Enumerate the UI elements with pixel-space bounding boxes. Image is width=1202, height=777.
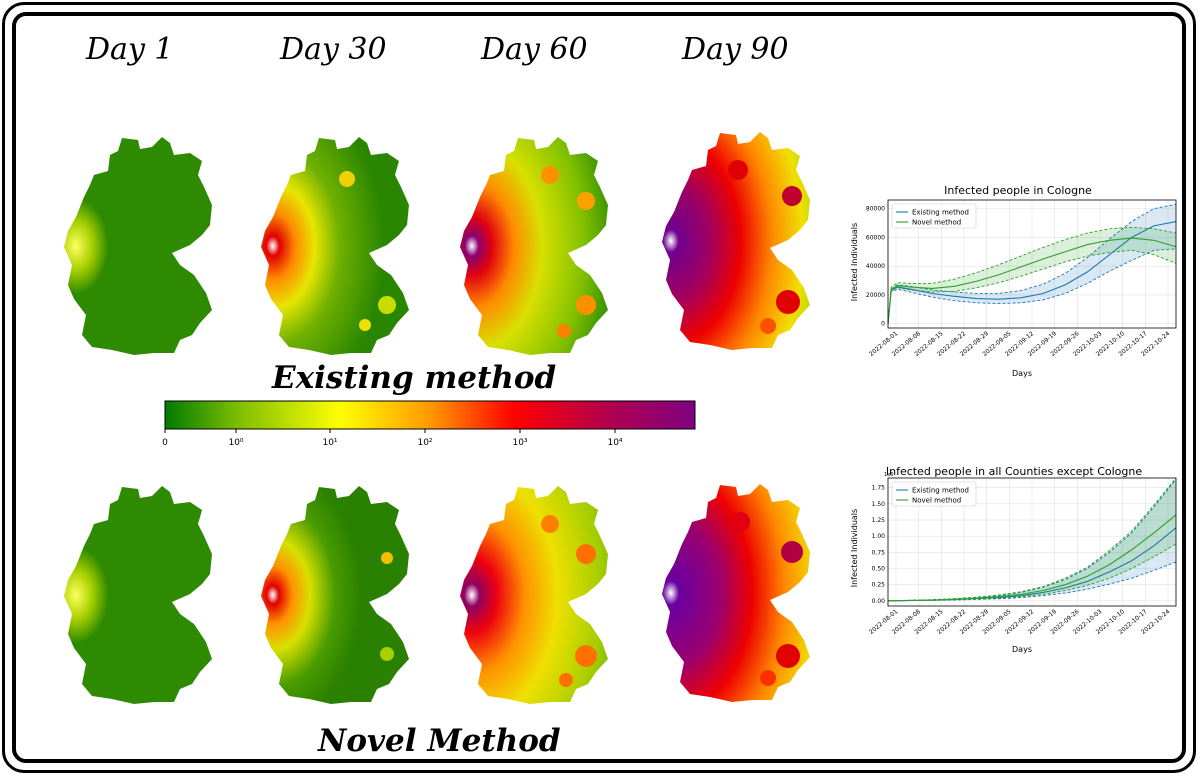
map-existing-day60 [460, 137, 608, 355]
day-label-60: Day 60 [481, 32, 588, 67]
y-tick-label: 0.25 [872, 582, 886, 589]
colorbar-tick-label: 10⁰ [228, 438, 243, 448]
day-label-90: Day 90 [682, 32, 789, 67]
y-tick-label: 1.25 [872, 517, 886, 524]
map-existing-day30 [261, 137, 409, 355]
upper-bound-line-0 [887, 479, 1177, 602]
legend-label: Novel method [912, 497, 961, 505]
chart-cologne: Infected people in Cologne Days Infected… [850, 184, 1177, 378]
colorbar-tick-label: 10³ [512, 438, 527, 448]
legend-label: Existing method [912, 487, 969, 495]
colorbar-tick-label: 10⁴ [607, 438, 622, 448]
colorbar-tick-label: 0 [162, 438, 168, 448]
upper-bound-line-1 [887, 477, 1177, 602]
inner-frame [12, 12, 1186, 763]
map-existing-day90 [662, 132, 810, 350]
plot-frame [887, 477, 1177, 607]
confidence-band-1 [888, 227, 1176, 324]
chart-other-title: Infected people in all Counties except C… [886, 465, 1142, 478]
legend-label: Novel method [912, 219, 961, 227]
map-novel-day60 [460, 486, 608, 704]
y-tick-label: 40000 [866, 263, 885, 270]
y-tick-label: 1.75 [872, 485, 886, 492]
confidence-band-0 [888, 479, 1176, 601]
y-tick-label: 60000 [866, 234, 885, 241]
chart-cologne-ylabel: Infected Individuals [850, 223, 859, 301]
y-tick-label: 20000 [866, 292, 885, 299]
y-tick-label: 80000 [866, 206, 885, 213]
lower-bound-line-0 [887, 561, 1177, 602]
colorbar-tick-label: 10¹ [322, 438, 337, 448]
confidence-band-1 [888, 478, 1176, 601]
plot-frame [887, 199, 1177, 329]
series-line-1 [887, 514, 1177, 602]
map-existing-day1 [64, 137, 212, 355]
legend-label: Existing method [912, 209, 969, 217]
y-tick-label: 0.50 [872, 566, 886, 573]
colorbar: 0 10⁰ 10¹ 10² 10³ 10⁴ [162, 400, 696, 448]
upper-bound-line-0 [887, 203, 1177, 324]
upper-bound-line-1 [887, 226, 1177, 324]
y-tick-label: 0.00 [872, 598, 886, 605]
series-line-0 [887, 221, 1177, 324]
map-novel-day1 [64, 486, 212, 704]
colorbar-gradient [164, 400, 696, 430]
legend-box [891, 481, 977, 507]
chart-other-counties: Infected people in all Counties except C… [850, 465, 1177, 654]
existing-method-title: Existing method [272, 360, 557, 396]
chart-other-xlabel: Days [1012, 645, 1032, 654]
chart-other-scale: 1e6 [884, 472, 893, 478]
day-label-30: Day 30 [280, 32, 387, 67]
y-tick-label: 1.00 [872, 533, 886, 540]
map-novel-day30 [261, 486, 409, 704]
y-tick-label: 1.50 [872, 501, 886, 508]
map-novel-day90 [662, 484, 810, 702]
novel-method-title: Novel Method [318, 723, 561, 759]
y-tick-label: 0 [881, 321, 885, 328]
lower-bound-line-0 [887, 248, 1177, 324]
confidence-band-0 [888, 204, 1176, 324]
series-line-1 [887, 237, 1177, 324]
chart-other-ylabel: Infected Individuals [850, 509, 859, 587]
day-label-1: Day 1 [86, 32, 174, 67]
chart-cologne-title: Infected people in Cologne [944, 184, 1092, 197]
y-tick-label: 0.75 [872, 549, 886, 556]
legend-box [891, 203, 977, 229]
chart-cologne-xlabel: Days [1012, 369, 1032, 378]
lower-bound-line-1 [887, 249, 1177, 324]
colorbar-tick-label: 10² [417, 438, 432, 448]
